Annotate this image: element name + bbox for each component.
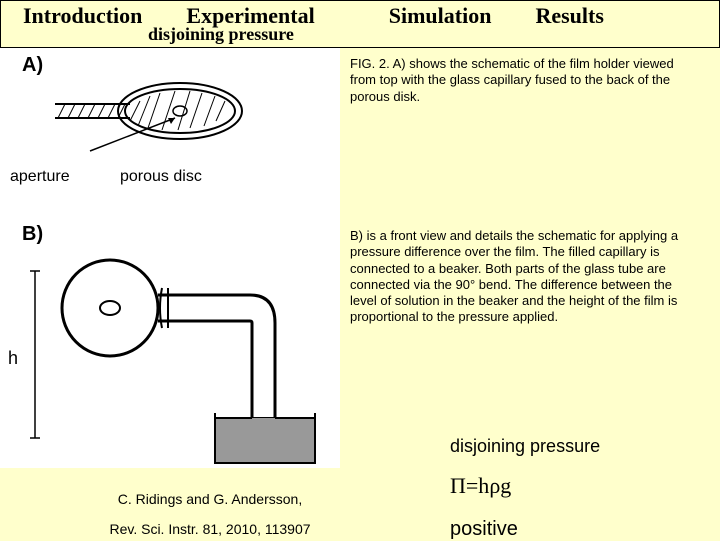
porous-disc-label: porous disc bbox=[120, 168, 202, 186]
citation-authors: C. Ridings and G. Andersson, bbox=[70, 488, 350, 510]
equation: Π=hρg bbox=[450, 473, 511, 499]
nav-results[interactable]: Results bbox=[513, 3, 625, 29]
h-label: h bbox=[8, 348, 18, 369]
caption-a: FIG. 2. A) shows the schematic of the fi… bbox=[350, 56, 700, 105]
nav-simulation[interactable]: Simulation bbox=[367, 3, 514, 29]
citation-ref: Rev. Sci. Instr. 81, 2010, 113907 bbox=[70, 518, 350, 540]
nav-subtitle: disjoining pressure bbox=[148, 24, 294, 45]
positive-label: positive bbox=[450, 518, 518, 541]
figure-area: A) bbox=[0, 48, 340, 468]
caption-b: B) is a front view and details the schem… bbox=[350, 228, 700, 326]
equation-pi: Π bbox=[450, 473, 466, 498]
nav-introduction[interactable]: Introduction bbox=[1, 3, 164, 29]
nav-bar: Introduction Experimental Simulation Res… bbox=[0, 0, 720, 48]
equation-eq: =h bbox=[466, 473, 489, 498]
equation-g: g bbox=[500, 473, 511, 498]
schematic-a-svg bbox=[20, 56, 320, 166]
aperture-label: aperture bbox=[10, 168, 70, 186]
schematic-b-svg bbox=[0, 223, 340, 468]
content-area: A) bbox=[0, 48, 720, 540]
equation-rho: ρ bbox=[489, 473, 500, 498]
disjoining-pressure-label: disjoining pressure bbox=[450, 436, 600, 457]
citation: C. Ridings and G. Andersson, Rev. Sci. I… bbox=[70, 488, 350, 541]
